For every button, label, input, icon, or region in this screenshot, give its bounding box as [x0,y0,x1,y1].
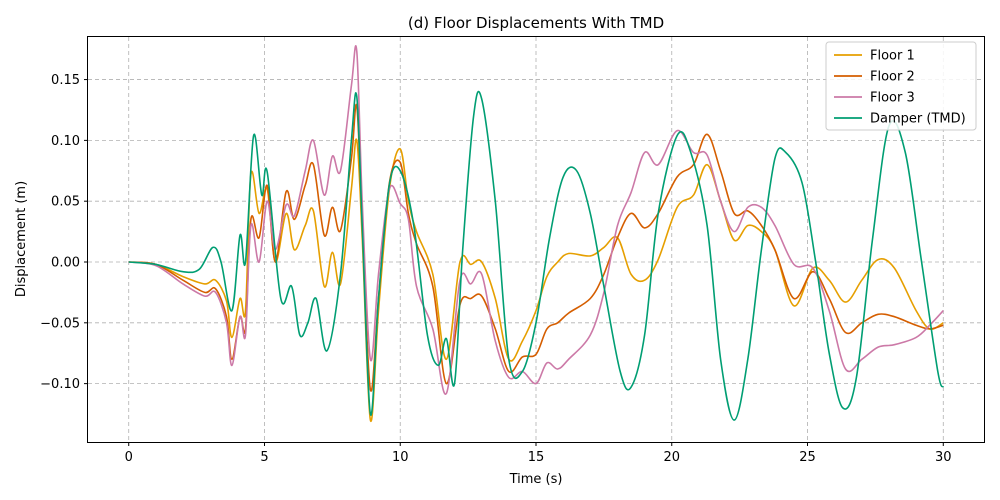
grid-lines [88,37,984,442]
series-line-4 [128,90,945,421]
x-axis-label: Time (s) [509,472,563,487]
y-axis-ticks: −0.10 −0.05 0.00 0.05 0.10 0.15 [40,73,88,392]
legend-label: Floor 3 [870,91,915,106]
legend: Floor 1 Floor 2 Floor 3 Damper (TMD) [825,41,977,131]
x-tick-label: 5 [260,450,268,465]
y-tick-label: −0.05 [40,316,80,331]
legend-label: Floor 1 [870,49,915,64]
legend-label: Floor 2 [870,70,915,85]
series-line-2 [128,103,944,392]
y-tick-label: −0.10 [40,377,80,392]
chart-title: (d) Floor Displacements With TMD [408,14,664,32]
x-tick-label: 0 [125,450,133,465]
series-line-3 [128,45,944,395]
y-tick-label: 0.10 [51,134,80,149]
x-axis-ticks: 0 5 10 15 20 25 30 [125,442,952,465]
x-tick-label: 15 [528,450,545,465]
y-tick-label: 0.05 [51,195,80,210]
legend-box [825,41,977,131]
plot-area [128,45,945,423]
legend-label: Damper (TMD) [870,112,966,127]
x-tick-label: 30 [935,450,952,465]
x-tick-label: 10 [392,450,409,465]
y-axis-label: Displacement (m) [14,181,29,297]
y-tick-label: 0.00 [51,256,80,271]
x-tick-label: 20 [663,450,680,465]
y-tick-label: 0.15 [51,73,80,88]
x-tick-label: 25 [799,450,816,465]
